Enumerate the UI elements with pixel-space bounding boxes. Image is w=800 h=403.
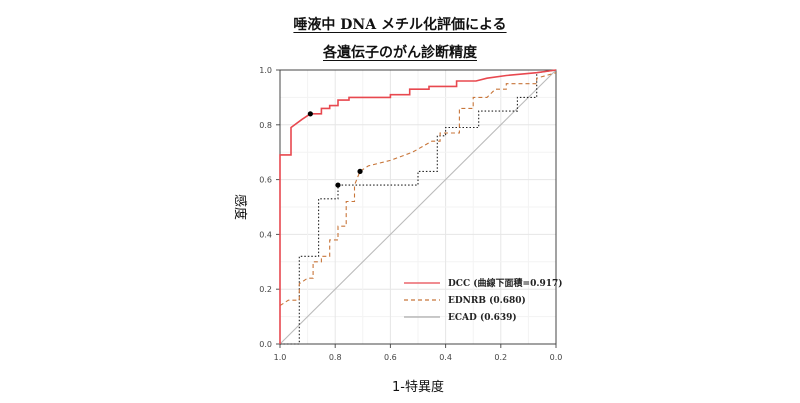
series-line-reference [279,69,557,345]
legend-label: ECAD (0.639) [448,312,517,323]
marker-layer [307,111,363,188]
legend: DCC (曲線下面積=0.917) EDNRB (0.680) ECAD (0.63… [404,277,563,323]
x-tick-label: 0.2 [494,353,507,362]
y-tick-label: 0.4 [259,230,272,239]
chart-title-line2: 各遺伝子のがん診断精度 [323,45,477,61]
y-tick-label: 0.8 [259,121,272,130]
series-layer [279,69,557,345]
x-tick-label: 0.6 [384,353,397,362]
x-tick-label: 0.4 [439,353,452,362]
legend-label: DCC (曲線下面積=0.917) [448,277,563,289]
x-tick-label: 0.8 [329,353,342,362]
y-axis-label: 感度 [232,194,248,220]
optimal-cutoff-marker [335,182,341,188]
optimal-cutoff-marker [357,168,363,174]
chart-title-line1: 唾液中 DNA メチル化評価による [293,17,507,33]
x-tick-label: 1.0 [274,353,287,362]
optimal-cutoff-marker [307,111,313,117]
series-line-dcc [279,69,557,344]
legend-label: EDNRB (0.680) [448,295,526,306]
x-axis-label: 1-特異度 [392,379,444,395]
y-tick-label: 1.0 [259,66,272,75]
series-line-ednrb [279,72,557,307]
y-tick-labels: 0.0 0.2 0.4 0.6 0.8 1.0 [259,66,280,349]
x-tick-label: 0.0 [550,353,563,362]
y-tick-label: 0.6 [259,176,272,185]
y-tick-label: 0.2 [259,285,272,294]
x-tick-labels: 1.0 0.8 0.6 0.4 0.2 0.0 [274,344,563,362]
series-line-ecad [280,69,557,345]
y-tick-label: 0.0 [259,340,272,349]
